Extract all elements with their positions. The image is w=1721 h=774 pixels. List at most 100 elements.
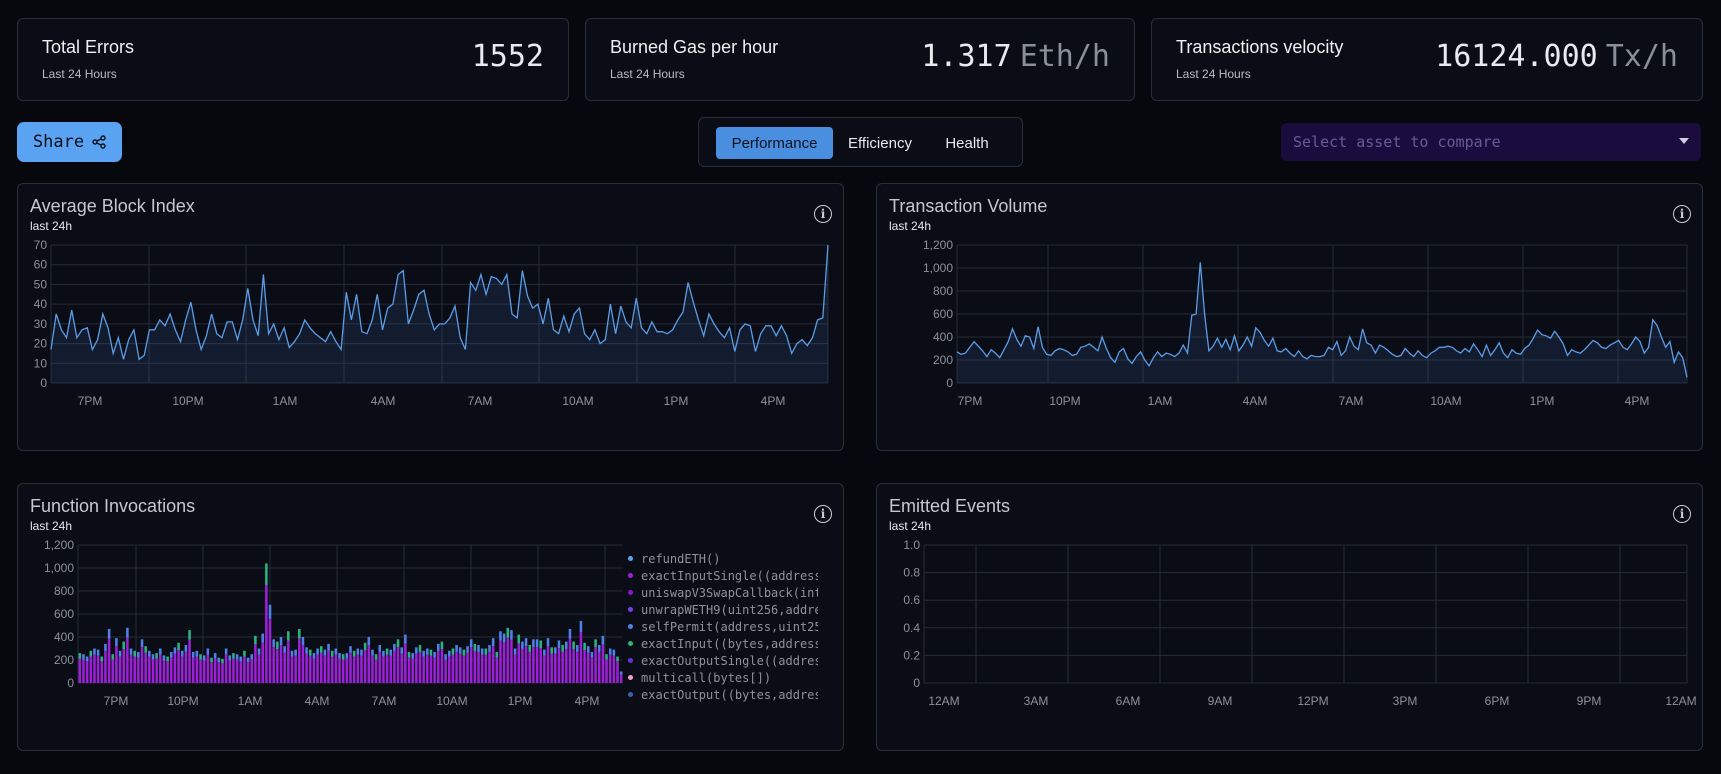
bar-cap bbox=[619, 671, 623, 675]
bar bbox=[619, 674, 623, 683]
bar-cap bbox=[122, 641, 126, 650]
series-line bbox=[956, 262, 1688, 378]
bar bbox=[480, 654, 484, 683]
bar-cap bbox=[341, 654, 345, 660]
bar bbox=[319, 652, 323, 683]
bar bbox=[594, 647, 597, 683]
bar-cap bbox=[546, 638, 550, 647]
bar-cap bbox=[184, 645, 188, 652]
card-average-block-index: Average Block Index last 24h i 0 10 20 30 40… bbox=[17, 183, 844, 451]
bar-cap bbox=[374, 654, 378, 660]
bar-cap bbox=[319, 646, 323, 653]
bar-cap bbox=[583, 642, 586, 650]
legend-dot-icon bbox=[628, 607, 633, 612]
bar bbox=[579, 632, 583, 683]
bar-cap bbox=[298, 628, 301, 639]
bar-cap bbox=[586, 646, 590, 653]
bar bbox=[188, 639, 191, 683]
bar bbox=[473, 650, 477, 683]
emitted-events-chart: 0 0.2 0.4 0.6 0.8 1.0 12AM 3AM 6AM 9AM 12PM 3PM 6PM 9… bbox=[903, 538, 1696, 708]
bar-cap bbox=[195, 650, 199, 657]
tab-performance[interactable]: Performance bbox=[716, 127, 833, 159]
compare-asset-select[interactable]: Select asset to compare bbox=[1281, 123, 1701, 161]
card-transaction-volume: Transaction Volume last 24h i 0 200 400 600… bbox=[876, 183, 1703, 451]
bar-cap bbox=[557, 640, 561, 649]
share-label: Share bbox=[32, 132, 85, 152]
bar bbox=[235, 659, 239, 683]
bar-cap bbox=[330, 650, 334, 657]
legend-item[interactable]: exactInputSingle((address bbox=[628, 567, 818, 584]
bar-cap bbox=[466, 646, 469, 653]
bar bbox=[502, 642, 506, 683]
bar bbox=[294, 655, 297, 683]
bar-cap bbox=[510, 630, 513, 640]
bar-cap bbox=[539, 640, 542, 649]
bar bbox=[82, 659, 85, 683]
bar-cap bbox=[568, 628, 572, 639]
y-tick-label: 0.4 bbox=[903, 621, 920, 635]
bar-cap bbox=[378, 645, 382, 652]
bar bbox=[433, 657, 436, 683]
bar bbox=[224, 654, 228, 683]
x-tick-label: 4PM bbox=[1625, 394, 1650, 408]
info-icon[interactable]: i bbox=[1673, 505, 1691, 523]
bar bbox=[184, 651, 188, 683]
bar-cap bbox=[126, 627, 129, 638]
bar-cap bbox=[469, 639, 473, 648]
legend-item[interactable]: uniswapV3SwapCallback(int bbox=[628, 584, 818, 601]
x-tick-label: 12AM bbox=[1665, 694, 1696, 708]
bar-cap bbox=[396, 639, 400, 648]
bar bbox=[312, 658, 316, 683]
legend-item[interactable]: refundETH() bbox=[628, 550, 818, 567]
info-icon[interactable]: i bbox=[1673, 205, 1691, 223]
x-tick-label: 10PM bbox=[167, 694, 198, 708]
card-title: Transaction Volume bbox=[889, 196, 1048, 216]
info-icon[interactable]: i bbox=[814, 505, 832, 523]
bar-cap bbox=[371, 649, 374, 656]
info-icon[interactable]: i bbox=[814, 205, 832, 223]
stat-unit: Tx/h bbox=[1605, 39, 1678, 74]
bar-cap bbox=[575, 645, 579, 652]
card-function-invocations: Function Invocations last 24h i 0 200 400 6… bbox=[17, 483, 844, 751]
legend-item[interactable]: exactOutputSingle((addres bbox=[628, 652, 818, 669]
bar bbox=[447, 656, 451, 683]
bar bbox=[415, 653, 418, 683]
bar-cap bbox=[115, 638, 118, 647]
bar bbox=[96, 655, 100, 683]
stat-unit: Eth/h bbox=[1019, 39, 1110, 74]
legend-label: uniswapV3SwapCallback(int bbox=[641, 585, 818, 600]
chevron-down-icon[interactable] bbox=[1679, 138, 1689, 144]
bar-cap bbox=[279, 637, 283, 646]
bar-cap bbox=[246, 657, 250, 663]
bar bbox=[356, 654, 360, 683]
bar-cap bbox=[389, 649, 393, 656]
tab-health[interactable]: Health bbox=[945, 134, 989, 152]
legend-dot-icon bbox=[628, 573, 633, 578]
series-line bbox=[50, 244, 829, 361]
bar-cap bbox=[133, 650, 136, 657]
bar-cap bbox=[440, 641, 444, 650]
y-tick-label: 0 bbox=[913, 676, 920, 690]
bar-cap bbox=[349, 646, 352, 653]
bar bbox=[206, 654, 210, 683]
bar-cap bbox=[535, 639, 539, 648]
legend-item[interactable]: selfPermit(address,uint25 bbox=[628, 618, 818, 635]
bar bbox=[601, 644, 605, 683]
tab-efficiency[interactable]: Efficiency bbox=[848, 134, 912, 152]
bar bbox=[330, 656, 334, 683]
legend-item[interactable]: unwrapWETH9(uint256,addre bbox=[628, 601, 818, 618]
y-tick-label: 0.8 bbox=[903, 566, 920, 580]
legend-item[interactable]: multicall(bytes[]) bbox=[628, 669, 818, 686]
stat-card-total-errors: Total Errors Last 24 Hours 1552 bbox=[17, 18, 569, 101]
legend-item[interactable]: exactInput((bytes,address bbox=[628, 635, 818, 652]
bar-cap bbox=[579, 620, 583, 633]
bar bbox=[371, 655, 374, 683]
stat-title: Burned Gas per hour bbox=[610, 37, 779, 57]
bar-cap bbox=[554, 647, 557, 654]
bar bbox=[444, 659, 447, 683]
bar-cap bbox=[93, 648, 96, 655]
bar bbox=[517, 643, 521, 683]
legend-item[interactable]: exactOutput((bytes,addres bbox=[628, 686, 818, 703]
bar-cap bbox=[502, 633, 506, 643]
share-button[interactable]: Share bbox=[17, 122, 122, 162]
